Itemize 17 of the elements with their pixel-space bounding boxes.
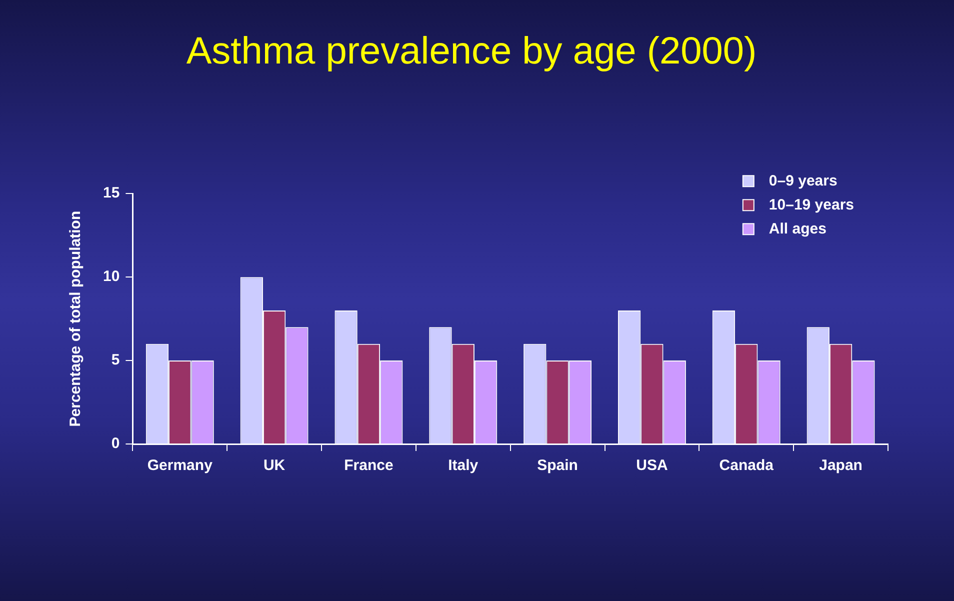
y-tick-label: 15 — [102, 184, 120, 202]
y-axis-title: Percentage of total population — [67, 210, 84, 427]
x-tick-label: Canada — [719, 457, 774, 474]
x-tick-label: UK — [263, 457, 286, 474]
x-tick-label: Germany — [147, 457, 214, 474]
y-tick-label: 0 — [111, 435, 120, 452]
x-tick-label: USA — [636, 457, 668, 474]
x-tick-label: Italy — [448, 457, 479, 474]
legend-label: All ages — [768, 220, 826, 238]
x-tick-label: Spain — [537, 457, 578, 474]
chart-title: Asthma prevalence by age (2000) — [186, 30, 757, 72]
x-tick-label: Japan — [819, 457, 862, 474]
legend-label: 10–19 years — [768, 196, 854, 214]
x-tick-label: France — [344, 457, 394, 474]
y-tick-label: 10 — [102, 268, 120, 286]
legend-label: 0–9 years — [768, 172, 838, 190]
y-tick-label: 5 — [111, 352, 120, 369]
